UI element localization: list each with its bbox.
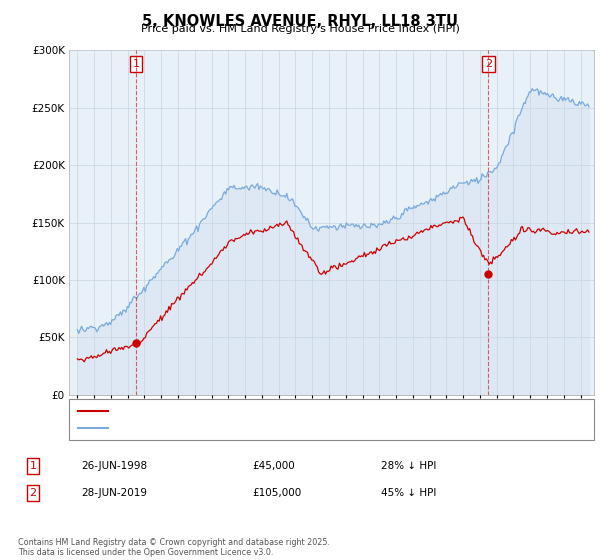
Text: Price paid vs. HM Land Registry's House Price Index (HPI): Price paid vs. HM Land Registry's House … — [140, 24, 460, 34]
Text: HPI: Average price, detached house, Denbighshire: HPI: Average price, detached house, Denb… — [114, 423, 365, 433]
Text: 1: 1 — [29, 461, 37, 471]
Text: 28-JUN-2019: 28-JUN-2019 — [81, 488, 147, 498]
Text: 5, KNOWLES AVENUE, RHYL, LL18 3TU: 5, KNOWLES AVENUE, RHYL, LL18 3TU — [142, 14, 458, 29]
Text: £45,000: £45,000 — [252, 461, 295, 471]
Text: 45% ↓ HPI: 45% ↓ HPI — [381, 488, 436, 498]
Text: Contains HM Land Registry data © Crown copyright and database right 2025.
This d: Contains HM Land Registry data © Crown c… — [18, 538, 330, 557]
Text: 26-JUN-1998: 26-JUN-1998 — [81, 461, 147, 471]
Text: 2: 2 — [29, 488, 37, 498]
Text: 28% ↓ HPI: 28% ↓ HPI — [381, 461, 436, 471]
Text: 5, KNOWLES AVENUE, RHYL, LL18 3TU (detached house): 5, KNOWLES AVENUE, RHYL, LL18 3TU (detac… — [114, 405, 395, 416]
Text: 2: 2 — [485, 59, 492, 69]
Text: £105,000: £105,000 — [252, 488, 301, 498]
Text: 1: 1 — [133, 59, 140, 69]
